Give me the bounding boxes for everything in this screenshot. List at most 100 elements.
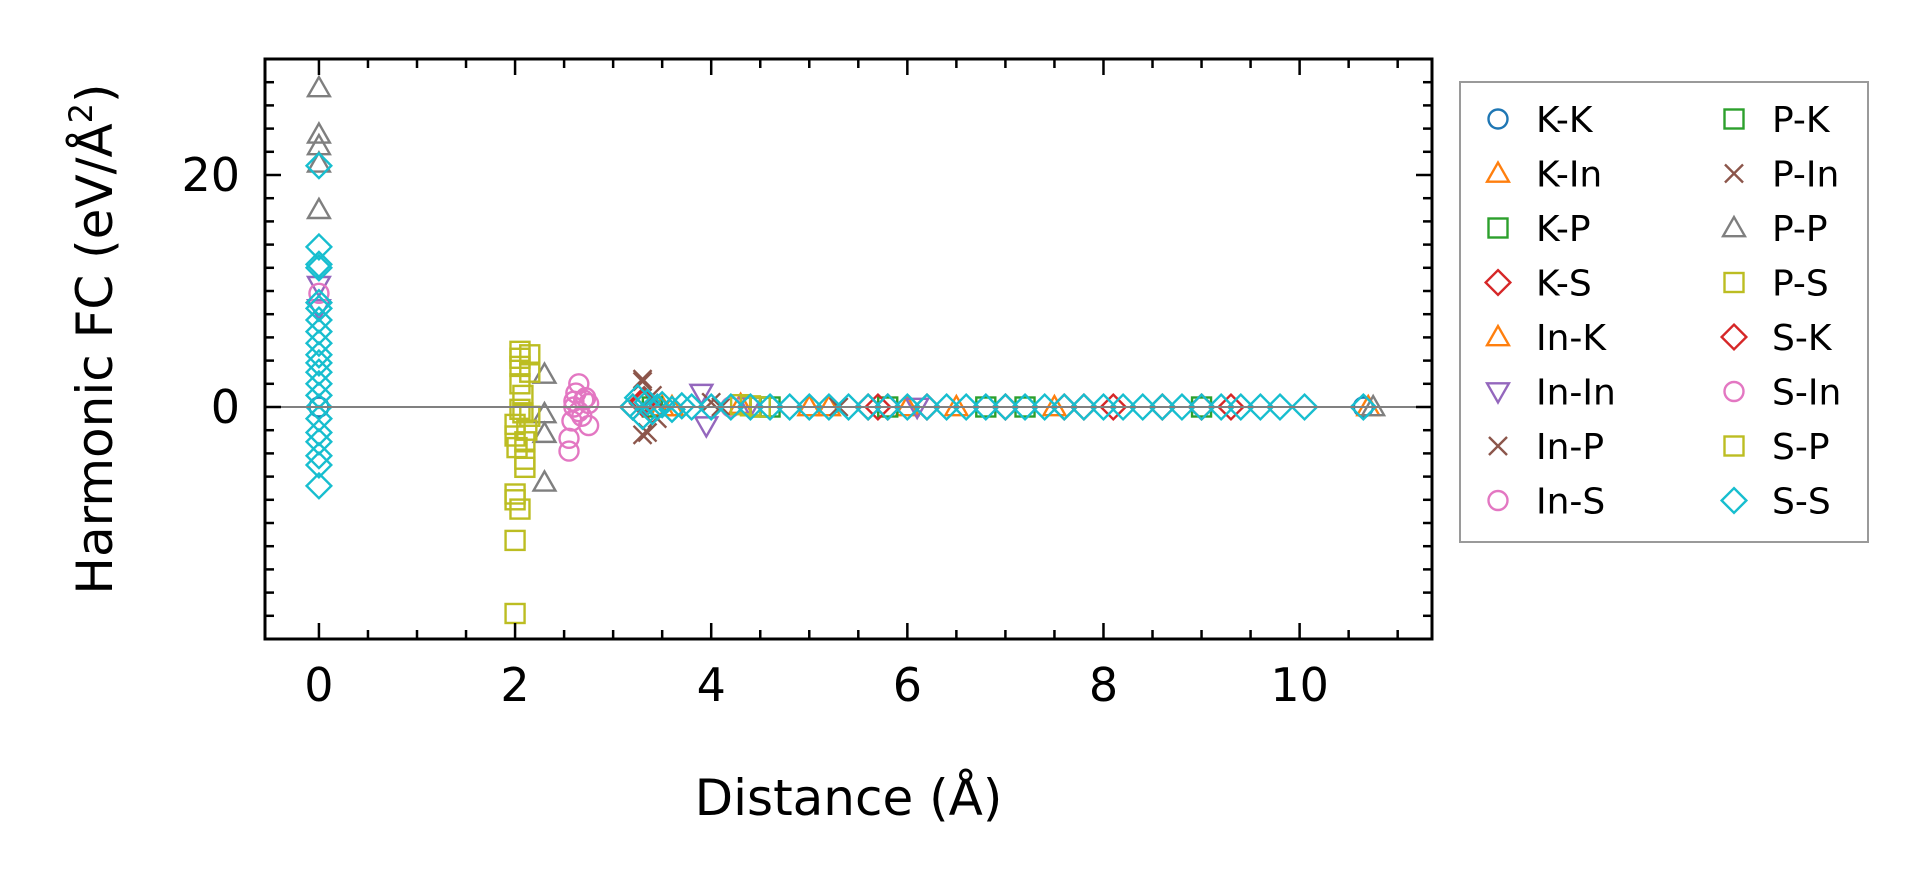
- legend-marker: [1721, 214, 1747, 238]
- data-point: [873, 392, 902, 422]
- data-point: [1099, 392, 1128, 422]
- data-point: [509, 398, 531, 421]
- legend-marker: [1719, 486, 1749, 515]
- data-point: [577, 414, 600, 437]
- legend-label: In-In: [1536, 373, 1616, 414]
- data-point: [558, 427, 580, 450]
- x-tick-label: 0: [304, 658, 333, 712]
- data-point: [563, 390, 585, 412]
- legend-marker: [1724, 163, 1744, 184]
- data-point: [697, 392, 726, 422]
- legend-marker: [1719, 322, 1749, 352]
- data-point: [755, 392, 785, 422]
- legend-label: P-P: [1772, 209, 1828, 250]
- data-point: [1010, 392, 1040, 422]
- legend-label: K-S: [1536, 264, 1592, 305]
- data-point: [305, 196, 332, 220]
- data-point: [308, 282, 330, 305]
- legend-label: S-P: [1772, 427, 1830, 468]
- legend-marker: [1483, 268, 1513, 297]
- legend-label: K-P: [1536, 209, 1591, 250]
- data-point: [814, 392, 843, 422]
- data-point: [1148, 392, 1177, 422]
- data-point: [1207, 392, 1236, 422]
- legend-marker: [1487, 108, 1509, 130]
- data-point: [1360, 393, 1387, 417]
- data-point: [943, 393, 970, 417]
- data-point: [688, 383, 715, 407]
- data-point: [304, 288, 333, 317]
- y-axis-label: Harmonic FC (eV/Å2): [62, 83, 124, 594]
- data-point: [1041, 393, 1068, 417]
- data-point: [504, 483, 526, 505]
- data-point: [304, 450, 333, 480]
- data-point: [863, 392, 892, 422]
- y-tick-label: 0: [211, 380, 240, 434]
- legend-marker: [1723, 380, 1745, 403]
- legend-label: P-In: [1772, 155, 1839, 196]
- data-point: [1349, 392, 1378, 422]
- data-point: [558, 440, 580, 462]
- data-point: [531, 420, 558, 444]
- data-point: [893, 392, 922, 422]
- data-point: [1128, 392, 1157, 422]
- legend-label: S-K: [1772, 318, 1833, 359]
- legend-label: S-S: [1772, 482, 1831, 523]
- data-point: [667, 391, 696, 420]
- data-point: [304, 151, 333, 180]
- data-point: [834, 392, 863, 422]
- data-point: [512, 402, 534, 424]
- legend: K-K K-In K-P K-S In-K In-In In-P In-S P-K P-In P-P…: [1459, 81, 1869, 543]
- data-point: [736, 392, 765, 422]
- data-point: [1226, 392, 1255, 422]
- data-point: [693, 416, 720, 439]
- data-point: [304, 232, 333, 261]
- data-point: [1216, 392, 1246, 422]
- data-point: [573, 389, 595, 411]
- legend-label: S-In: [1772, 373, 1841, 414]
- data-point: [932, 392, 961, 422]
- data-point: [632, 424, 653, 445]
- data-point: [677, 392, 706, 422]
- legend-marker: [1723, 435, 1745, 457]
- x-tick-label: 2: [500, 658, 529, 712]
- data-point: [991, 392, 1020, 422]
- data-point: [512, 384, 534, 407]
- data-point: [648, 390, 677, 419]
- data-point: [514, 448, 536, 470]
- data-point: [304, 348, 333, 377]
- y-axis-label-close: ): [66, 83, 124, 103]
- data-point: [796, 393, 823, 417]
- data-point: [514, 456, 536, 479]
- data-point: [1030, 392, 1059, 422]
- legend-label: K-In: [1536, 155, 1602, 196]
- legend-label: P-K: [1772, 100, 1831, 141]
- data-point: [854, 392, 883, 422]
- data-point: [305, 150, 332, 173]
- data-point: [504, 529, 526, 552]
- data-point: [504, 602, 526, 625]
- data-point: [795, 392, 824, 422]
- data-point: [658, 393, 685, 417]
- legend-marker: [1485, 160, 1511, 183]
- data-point: [1069, 392, 1098, 422]
- legend-label: In-K: [1536, 318, 1607, 359]
- data-point: [568, 400, 590, 423]
- data-point: [904, 397, 931, 421]
- y-axis-label-main: Harmonic FC (eV/Å: [66, 123, 124, 594]
- data-point: [531, 361, 558, 384]
- data-point: [304, 253, 333, 282]
- legend-marker: [1485, 323, 1511, 347]
- data-point: [971, 392, 1000, 422]
- data-point: [775, 392, 804, 422]
- x-tick-label: 8: [1089, 658, 1118, 712]
- data-point: [304, 340, 333, 369]
- data-point: [304, 441, 333, 470]
- legend-marker: [1488, 436, 1508, 456]
- legend-label: In-S: [1536, 482, 1605, 523]
- legend-label: In-P: [1536, 427, 1604, 468]
- data-point: [1246, 392, 1275, 422]
- data-points: [304, 74, 1387, 625]
- data-point: [1167, 392, 1196, 422]
